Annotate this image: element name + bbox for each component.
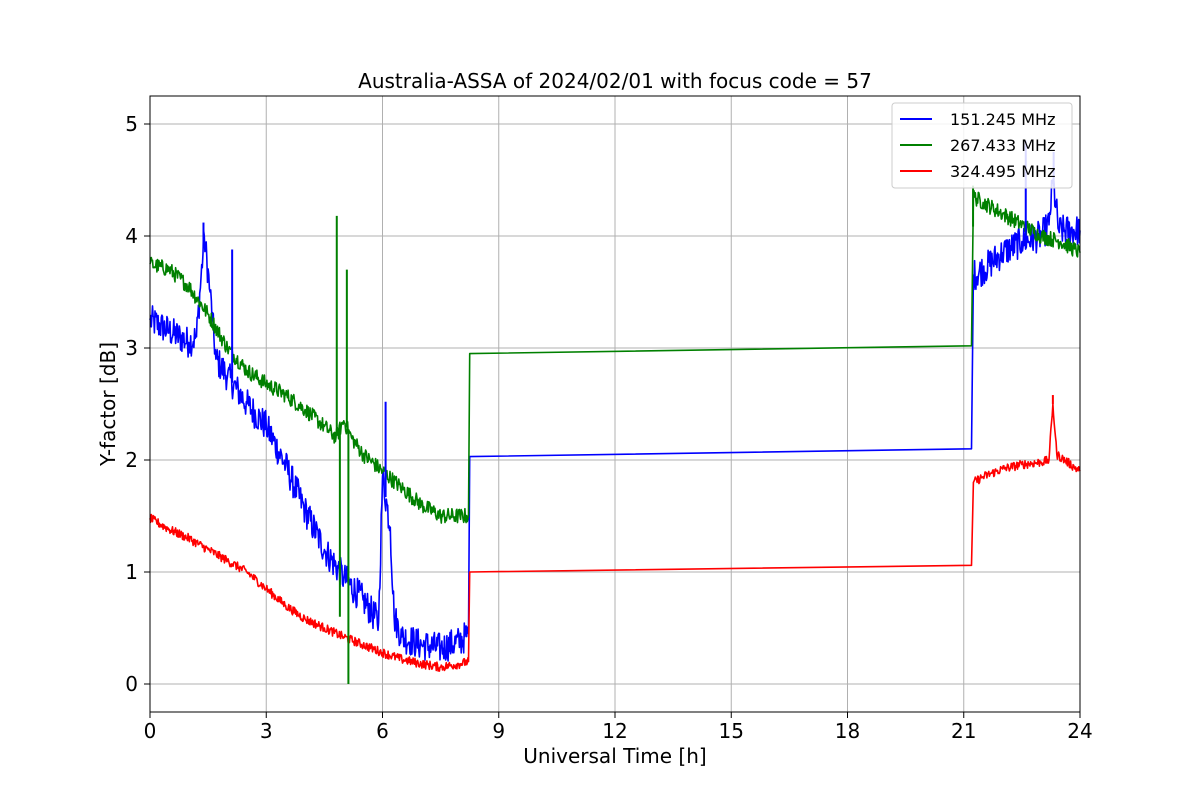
x-tick-label: 18 [835, 719, 860, 743]
y-tick-label: 0 [125, 672, 138, 696]
x-axis: 0 3 6 9 12 15 18 21 24 [144, 712, 1093, 743]
y-axis: 0 1 2 3 4 5 [125, 112, 150, 696]
y-tick-label: 1 [125, 560, 138, 584]
x-tick-label: 3 [260, 719, 273, 743]
y-tick-label: 3 [125, 336, 138, 360]
legend-label: 324.495 MHz [950, 162, 1055, 181]
y-tick-label: 2 [125, 448, 138, 472]
legend-box [891, 102, 1073, 189]
chart-title: Australia-ASSA of 2024/02/01 with focus … [358, 69, 872, 93]
legend-label: 267.433 MHz [950, 136, 1055, 155]
x-tick-label: 6 [376, 719, 389, 743]
x-tick-label: 24 [1067, 719, 1092, 743]
x-axis-label: Universal Time [h] [523, 744, 706, 768]
y-tick-label: 4 [125, 224, 138, 248]
series-line-2 [149, 403, 1081, 672]
legend: 151.245 MHz 267.433 MHz 324.495 MHz [891, 102, 1073, 189]
x-tick-label: 9 [492, 719, 505, 743]
series-line-0 [149, 178, 1081, 662]
x-tick-label: 0 [144, 719, 157, 743]
x-tick-label: 12 [602, 719, 627, 743]
x-tick-label: 15 [719, 719, 744, 743]
y-axis-label: Y-factor [dB] [96, 342, 120, 467]
series-line-1 [149, 190, 1081, 524]
x-tick-label: 21 [951, 719, 976, 743]
y-tick-label: 5 [125, 112, 138, 136]
grid [149, 96, 1081, 712]
legend-label: 151.245 MHz [950, 110, 1055, 129]
